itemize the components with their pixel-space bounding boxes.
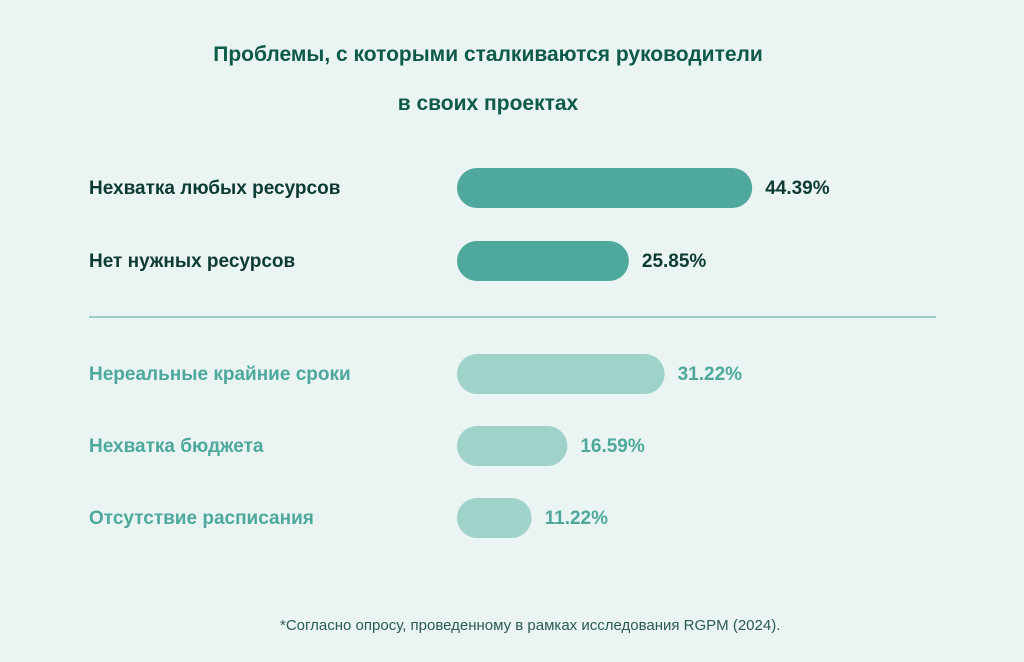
category-label: Нереальные крайние сроки: [89, 364, 351, 385]
value-label: 31.22%: [678, 364, 743, 385]
category-label: Нет нужных ресурсов: [89, 251, 295, 272]
value-label: 44.39%: [765, 178, 830, 199]
bar: [457, 354, 665, 394]
bar: [457, 426, 568, 466]
category-label: Нехватка бюджета: [89, 436, 264, 457]
category-label: Нехватка любых ресурсов: [89, 178, 340, 199]
value-label: 16.59%: [580, 436, 645, 457]
bar: [457, 498, 532, 538]
value-label: 25.85%: [642, 251, 707, 272]
bar: [457, 241, 629, 281]
chart-title-line-1: Проблемы, с которыми сталкиваются руково…: [213, 43, 763, 66]
category-label: Отсутствие расписания: [89, 508, 314, 529]
value-label: 11.22%: [545, 508, 608, 529]
footnote: *Согласно опросу, проведенному в рамках …: [280, 617, 781, 634]
chart-title-line-2: в своих проектах: [397, 92, 579, 115]
bar: [457, 168, 753, 208]
